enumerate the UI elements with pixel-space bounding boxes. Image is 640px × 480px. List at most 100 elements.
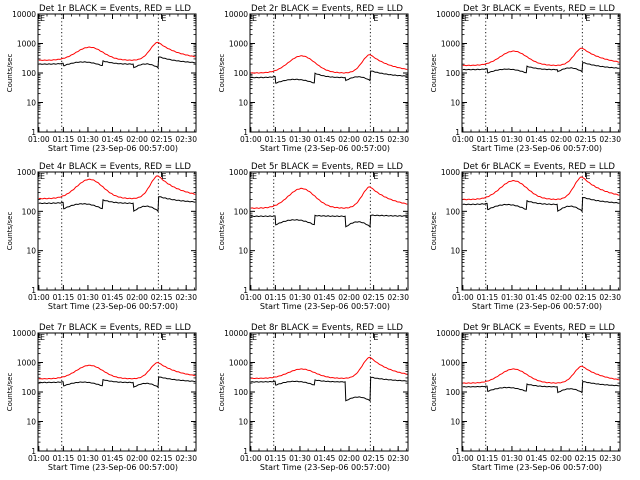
x-axis-label: Start Time (23-Sep-06 00:57:00) <box>260 144 390 153</box>
x-tick-label: 02:00 <box>126 135 148 144</box>
flag-label: E <box>40 333 45 342</box>
chart-title: Det 4r BLACK = Events, RED = LLD <box>39 162 191 172</box>
x-tick-label: 02:30 <box>387 293 409 302</box>
series-line-events <box>250 376 408 402</box>
plot-frame <box>249 13 409 133</box>
x-tick-label: 01:00 <box>28 135 50 144</box>
x-tick-label: 02:00 <box>550 293 572 302</box>
x-tick-label: 01:45 <box>526 454 548 463</box>
y-tick-label: 100 <box>234 388 249 397</box>
flag-label: E <box>464 172 469 181</box>
x-tick-label: 01:30 <box>289 293 311 302</box>
chart-panel-5: Det 5r BLACK = Events, RED = LLD 1 10 100 10… <box>218 162 409 311</box>
x-tick-label: 01:15 <box>265 293 287 302</box>
y-tick-label: 10000 <box>436 329 460 338</box>
flag-label: E <box>252 333 257 342</box>
y-tick-label: 1 <box>455 286 460 295</box>
plot-frame <box>461 171 621 291</box>
x-tick-label: 02:15 <box>575 293 597 302</box>
y-tick-label: 1 <box>243 286 248 295</box>
y-axis-label: Counts/sec <box>6 54 14 93</box>
x-tick-label: 01:15 <box>477 293 499 302</box>
x-tick-label: 02:00 <box>550 135 572 144</box>
x-tick-label: 02:00 <box>338 293 360 302</box>
x-tick-label: 01:00 <box>452 293 474 302</box>
chart-title: Det 3r BLACK = Events, RED = LLD <box>463 4 615 14</box>
y-tick-label: 10 <box>26 99 36 108</box>
x-tick-label: 01:45 <box>314 293 336 302</box>
x-tick-label: 02:30 <box>175 135 197 144</box>
y-tick-label: 1000 <box>229 359 248 368</box>
y-tick-label: 100 <box>446 388 461 397</box>
x-tick-label: 01:00 <box>28 293 50 302</box>
x-tick-label: 02:30 <box>387 454 409 463</box>
series-line-lld <box>462 365 620 384</box>
y-tick-label: 1 <box>455 128 460 137</box>
x-tick-label: 02:15 <box>151 293 173 302</box>
y-tick-label: 100 <box>22 388 37 397</box>
chart-panel-1: Det 1r BLACK = Events, RED = LLD 1 10 100 10… <box>6 4 197 153</box>
y-tick-label: 10 <box>238 99 248 108</box>
chart-title: Det 7r BLACK = Events, RED = LLD <box>39 323 191 333</box>
series-line-events <box>462 196 620 213</box>
x-tick-label: 01:30 <box>289 454 311 463</box>
x-axis-label: Start Time (23-Sep-06 00:57:00) <box>472 302 602 311</box>
x-tick-label: 02:15 <box>363 135 385 144</box>
y-tick-label: 10 <box>26 247 36 256</box>
x-tick-label: 01:00 <box>452 454 474 463</box>
flag-label: E <box>252 14 257 23</box>
x-tick-label: 02:00 <box>550 454 572 463</box>
y-tick-label: 1000 <box>17 359 36 368</box>
y-tick-label: 100 <box>22 207 37 216</box>
x-tick-label: 01:00 <box>452 135 474 144</box>
plot-frame <box>37 171 197 291</box>
flag-label: E <box>464 14 469 23</box>
x-axis-label: Start Time (23-Sep-06 00:57:00) <box>472 144 602 153</box>
x-axis-label: Start Time (23-Sep-06 00:57:00) <box>48 463 178 472</box>
flag-label: E <box>585 333 590 342</box>
x-tick-label: 02:15 <box>575 454 597 463</box>
flag-label: E <box>252 172 257 181</box>
x-tick-label: 02:30 <box>599 293 621 302</box>
y-tick-label: 1000 <box>17 40 36 49</box>
y-tick-label: 1 <box>455 447 460 456</box>
flag-label: E <box>585 172 590 181</box>
y-axis-label: Counts/sec <box>430 373 438 412</box>
x-tick-label: 01:30 <box>77 293 99 302</box>
y-tick-label: 10 <box>450 418 460 427</box>
series-line-lld <box>462 47 620 67</box>
y-tick-label: 10000 <box>224 329 248 338</box>
series-line-events <box>38 56 196 69</box>
x-tick-label: 01:45 <box>102 293 124 302</box>
x-tick-label: 02:00 <box>338 135 360 144</box>
flag-label: E <box>161 172 166 181</box>
series-line-events <box>38 196 196 213</box>
y-tick-label: 10000 <box>224 10 248 19</box>
series-line-lld <box>250 54 408 74</box>
chart-panel-3: Det 3r BLACK = Events, RED = LLD 1 10 100 10… <box>430 4 621 153</box>
x-axis-label: Start Time (23-Sep-06 00:57:00) <box>472 463 602 472</box>
y-tick-label: 1 <box>243 447 248 456</box>
y-tick-label: 1 <box>31 128 36 137</box>
x-tick-label: 02:15 <box>151 135 173 144</box>
x-tick-label: 01:45 <box>526 135 548 144</box>
x-tick-label: 02:00 <box>338 454 360 463</box>
x-tick-label: 01:45 <box>102 454 124 463</box>
x-axis-label: Start Time (23-Sep-06 00:57:00) <box>260 463 390 472</box>
x-tick-label: 02:15 <box>575 135 597 144</box>
y-tick-label: 100 <box>22 69 37 78</box>
series-line-lld <box>250 186 408 209</box>
chart-panel-2: Det 2r BLACK = Events, RED = LLD 1 10 100 10… <box>218 4 409 153</box>
y-tick-label: 10000 <box>12 10 36 19</box>
flag-label: E <box>585 14 590 23</box>
y-tick-label: 1 <box>243 128 248 137</box>
x-tick-label: 02:30 <box>175 293 197 302</box>
series-line-events <box>250 214 408 229</box>
chart-panel-8: Det 8r BLACK = Events, RED = LLD 1 10 100 10… <box>218 323 409 472</box>
x-tick-label: 01:30 <box>77 135 99 144</box>
flag-label: E <box>373 14 378 23</box>
y-tick-label: 10000 <box>436 10 460 19</box>
x-tick-label: 02:00 <box>126 454 148 463</box>
x-tick-label: 02:30 <box>599 135 621 144</box>
